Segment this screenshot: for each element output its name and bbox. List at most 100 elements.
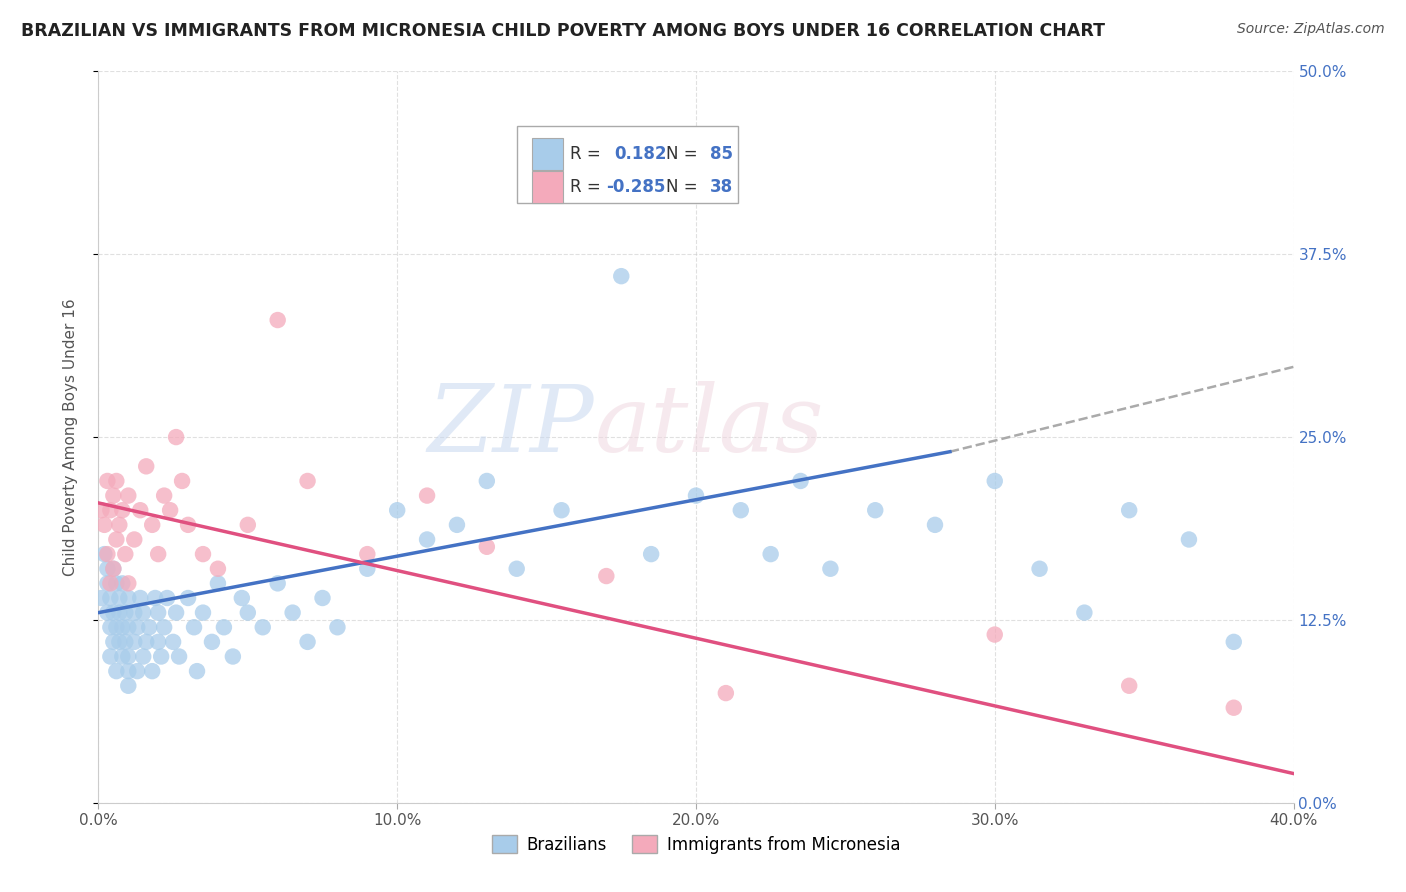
- Point: [148, 547, 170, 561]
- Point: [207, 562, 229, 576]
- Point: [135, 635, 157, 649]
- Point: [111, 649, 134, 664]
- FancyBboxPatch shape: [517, 127, 738, 203]
- Point: [236, 606, 259, 620]
- Point: [108, 635, 131, 649]
- Point: [108, 591, 131, 605]
- Point: [252, 620, 274, 634]
- Point: [222, 649, 245, 664]
- Point: [924, 517, 946, 532]
- Point: [475, 540, 498, 554]
- Point: [141, 517, 163, 532]
- Point: [117, 489, 139, 503]
- Point: [132, 606, 155, 620]
- Text: BRAZILIAN VS IMMIGRANTS FROM MICRONESIA CHILD POVERTY AMONG BOYS UNDER 16 CORREL: BRAZILIAN VS IMMIGRANTS FROM MICRONESIA …: [21, 22, 1105, 40]
- Point: [127, 620, 149, 634]
- Point: [108, 517, 131, 532]
- Point: [984, 627, 1007, 641]
- Point: [1028, 562, 1050, 576]
- Point: [148, 606, 170, 620]
- Point: [416, 533, 439, 547]
- Point: [124, 635, 146, 649]
- Point: [165, 606, 187, 620]
- Point: [167, 649, 190, 664]
- Point: [581, 152, 603, 166]
- Point: [111, 576, 134, 591]
- Point: [212, 620, 235, 634]
- Point: [117, 576, 139, 591]
- Point: [96, 562, 118, 576]
- Point: [103, 635, 125, 649]
- Point: [105, 533, 128, 547]
- Point: [1178, 533, 1201, 547]
- FancyBboxPatch shape: [533, 138, 564, 170]
- Point: [98, 591, 122, 605]
- Point: [475, 474, 498, 488]
- Point: [201, 635, 224, 649]
- Point: [108, 606, 131, 620]
- Point: [183, 620, 205, 634]
- Point: [207, 576, 229, 591]
- Point: [172, 474, 194, 488]
- Point: [93, 517, 115, 532]
- FancyBboxPatch shape: [533, 170, 564, 203]
- Point: [385, 503, 409, 517]
- Point: [820, 562, 842, 576]
- Point: [595, 569, 617, 583]
- Point: [105, 576, 128, 591]
- Point: [127, 664, 149, 678]
- Point: [117, 620, 139, 634]
- Point: [281, 606, 304, 620]
- Point: [141, 664, 163, 678]
- Point: [148, 635, 170, 649]
- Point: [111, 620, 134, 634]
- Point: [129, 591, 152, 605]
- Point: [984, 474, 1007, 488]
- Point: [759, 547, 782, 561]
- Point: [610, 269, 633, 284]
- Point: [177, 517, 200, 532]
- Point: [1223, 700, 1246, 714]
- Point: [98, 649, 122, 664]
- Point: [124, 533, 146, 547]
- Point: [191, 606, 214, 620]
- Text: -0.285: -0.285: [606, 178, 665, 196]
- Point: [789, 474, 811, 488]
- Point: [105, 620, 128, 634]
- Point: [129, 503, 152, 517]
- Point: [191, 547, 214, 561]
- Point: [150, 649, 173, 664]
- Point: [356, 562, 378, 576]
- Text: atlas: atlas: [595, 381, 824, 471]
- Point: [550, 503, 572, 517]
- Point: [153, 620, 176, 634]
- Point: [114, 635, 136, 649]
- Text: Source: ZipAtlas.com: Source: ZipAtlas.com: [1237, 22, 1385, 37]
- Point: [111, 503, 134, 517]
- Point: [1118, 503, 1140, 517]
- Point: [138, 620, 160, 634]
- Point: [98, 576, 122, 591]
- Text: 85: 85: [710, 145, 734, 163]
- Point: [640, 547, 662, 561]
- Y-axis label: Child Poverty Among Boys Under 16: Child Poverty Among Boys Under 16: [63, 298, 77, 576]
- Point: [114, 547, 136, 561]
- Point: [356, 547, 378, 561]
- Text: N =: N =: [666, 178, 703, 196]
- Point: [117, 649, 139, 664]
- Point: [267, 313, 290, 327]
- Point: [297, 474, 319, 488]
- Point: [103, 489, 125, 503]
- Point: [1223, 635, 1246, 649]
- Point: [105, 664, 128, 678]
- Point: [865, 503, 887, 517]
- Point: [326, 620, 349, 634]
- Point: [132, 649, 155, 664]
- Point: [159, 503, 181, 517]
- Point: [730, 503, 752, 517]
- Point: [1073, 606, 1095, 620]
- Text: N =: N =: [666, 145, 703, 163]
- Point: [143, 591, 166, 605]
- Point: [117, 664, 139, 678]
- Point: [103, 562, 125, 576]
